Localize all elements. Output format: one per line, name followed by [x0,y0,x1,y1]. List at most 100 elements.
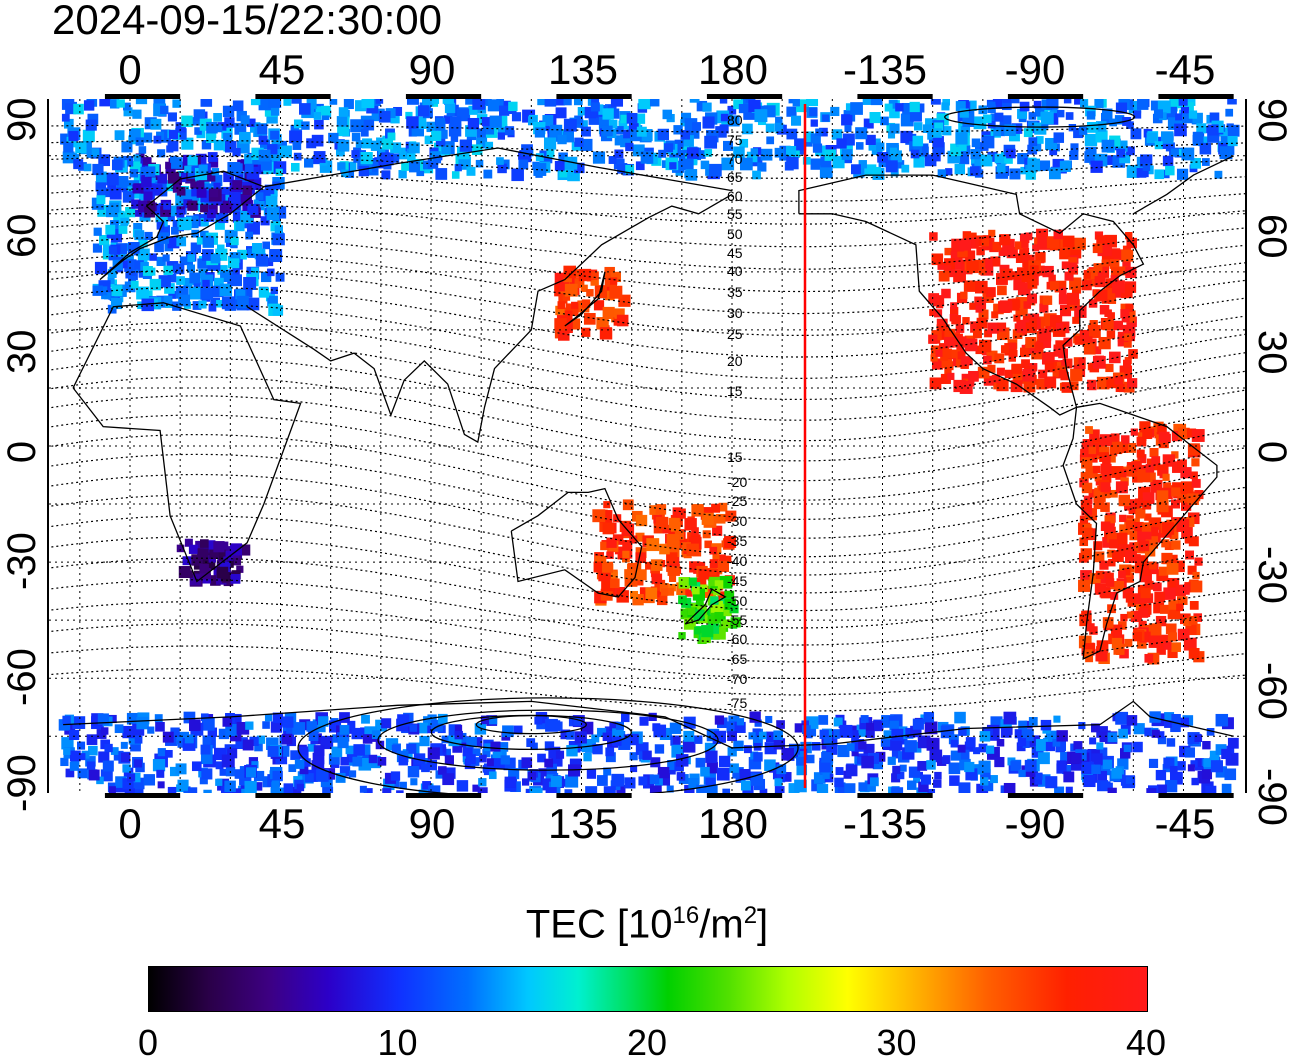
tec-cell [313,151,326,163]
tec-cell [176,186,186,196]
tec-cell [630,129,642,142]
tec-cell [290,124,300,134]
tec-cell [1168,600,1178,610]
tec-cell [130,740,141,752]
tec-cell [1191,777,1199,786]
tec-cell [1094,473,1103,482]
tec-cell [129,129,141,141]
tec-cell [416,168,425,177]
tec-cell [375,96,384,104]
tec-cell [1171,714,1181,724]
tec-cell [841,114,853,126]
tec-cell [360,727,368,735]
contour-label: -50 [727,593,747,609]
tec-cell [1100,482,1111,493]
contour-label: -25 [727,493,747,509]
tec-cell [97,204,110,217]
tec-cell [1169,554,1178,564]
tec-cell [1018,720,1028,730]
tec-cell [162,731,174,743]
tec-cell [1117,540,1128,551]
tec-cell [1107,787,1117,797]
tec-cell [1019,347,1030,358]
lat-tick-label: 60 [1250,214,1294,259]
tec-cell [949,306,959,316]
tec-cell [1146,132,1158,144]
tec-cell [123,107,133,117]
tec-cell [213,113,222,122]
tec-cell [99,234,110,246]
tec-cell [969,166,980,176]
tec-cell [1127,378,1138,389]
tec-cell [202,236,214,248]
tec-cell [488,771,497,780]
tec-cell [250,95,261,106]
tec-cell [476,137,488,149]
tec-cell [1220,136,1228,144]
tec-cell [875,751,886,762]
tec-cell [651,573,663,585]
tec-cell [1116,140,1128,152]
tec-cell [422,781,431,790]
tec-cell [1191,429,1205,442]
lon-tick-label: 135 [547,46,619,93]
tec-cell [1191,458,1200,467]
tec-cell [408,142,420,154]
tec-cell [353,744,365,756]
tec-cell [1122,245,1131,254]
tec-cell [580,126,591,137]
tec-cell [1105,363,1114,373]
tec-cell [240,193,252,206]
tec-cell [162,254,170,262]
tec-cell [86,734,98,745]
tec-cell [398,170,407,179]
tec-cell [557,301,566,310]
tec-cell [944,367,952,375]
tec-cell [160,206,171,217]
tec-cell [1056,760,1067,771]
tec-cell [1126,611,1134,619]
tec-cell [832,156,845,169]
tec-cell [1027,293,1038,304]
tec-cell [932,128,942,138]
tec-cell [895,103,904,112]
tec-cell [1081,457,1093,469]
tec-cell [733,99,744,110]
tec-cell [669,162,677,170]
tec-cell [1152,479,1163,490]
tec-cell [1108,295,1117,304]
tec-cell [335,772,346,783]
tec-cell [1171,499,1181,509]
tec-cell [709,559,719,569]
tec-cell [1188,536,1199,547]
tec-cell [296,783,305,792]
tec-cell [877,151,888,163]
tec-cell [1194,557,1203,566]
tec-cell [108,786,116,794]
tec-cell [839,724,853,738]
tec-region [554,265,631,341]
tec-cell [1100,502,1110,512]
tec-cell [195,153,207,165]
tec-cell [565,774,579,788]
tec-cell [935,301,944,309]
tec-cell [700,766,710,777]
tec-cell [680,130,690,140]
tec-cell [68,131,79,142]
tec-cell [788,743,800,755]
tec-cell [681,542,691,552]
tec-cell [1092,465,1101,474]
tec-cell [615,721,624,730]
tec-cell [438,766,447,775]
tec-cell [1034,107,1045,117]
tec-cell [270,130,280,140]
tec-cell [1140,528,1152,540]
tec-cell [962,115,975,127]
tec-cell [1104,515,1115,526]
tec-cell [177,779,189,791]
tec-cell [950,251,963,264]
tec-cell [714,715,725,725]
tec-cell [142,157,152,166]
tec-cell [1028,112,1037,120]
tec-cell [1146,472,1156,483]
